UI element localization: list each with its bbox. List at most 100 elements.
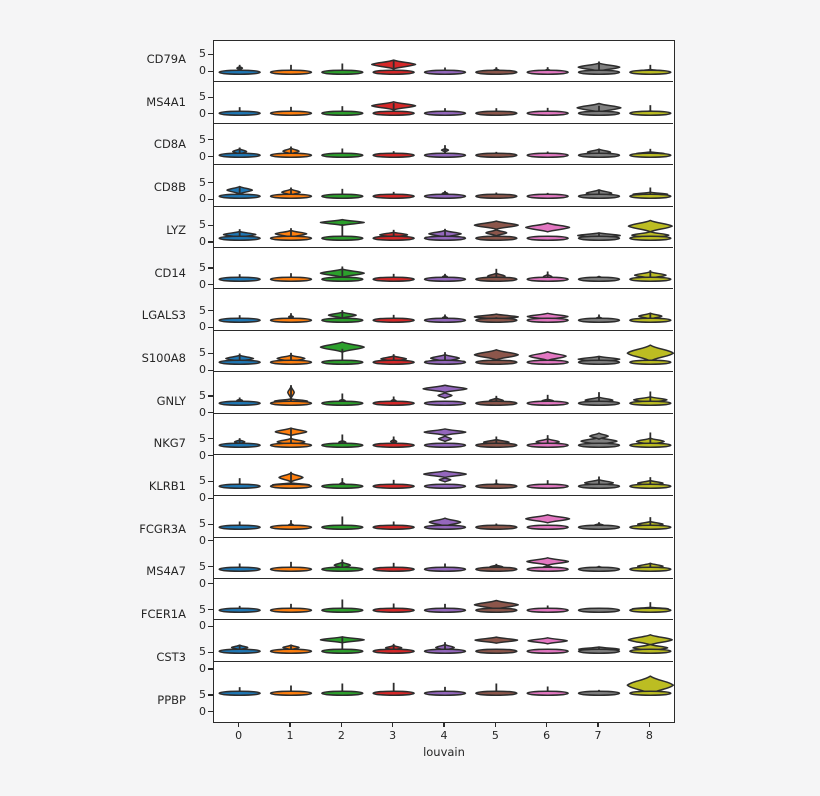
violin-row-cd8b: [214, 165, 674, 207]
ytick-label-klrb1-0: 0: [199, 491, 206, 505]
ytick-mark: [208, 284, 213, 286]
violin-row-canvas-cd14: [218, 266, 672, 282]
ytick-label-ms4a7-5: 5: [199, 559, 206, 573]
xtick-mark: [340, 723, 342, 728]
violin-fcgr3a-cluster-5: [475, 523, 518, 531]
violin-cd8b-cluster-7: [577, 189, 621, 200]
ytick-mark: [208, 395, 213, 397]
xtick-mark: [289, 723, 291, 728]
ytick-label-lgals3-5: 5: [199, 303, 206, 317]
ytick-label-fcer1a-5: 5: [199, 602, 206, 616]
violin-cst3-cluster-0: [218, 644, 261, 655]
violin-row-canvas-s100a8: [218, 341, 675, 365]
violin-gnly-cluster-4: [422, 384, 468, 407]
xtick-label-3: 3: [389, 729, 397, 743]
violin-ms4a7-cluster-2: [321, 559, 364, 572]
ytick-label-fcgr3a-0: 0: [199, 533, 206, 547]
violin-lgals3-cluster-2: [321, 310, 364, 324]
violin-cd14-cluster-5: [475, 268, 518, 282]
violin-cd14-cluster-8: [629, 270, 672, 282]
violin-ppbp-cluster-4: [423, 686, 467, 696]
violin-nkg7-cluster-1: [269, 426, 313, 448]
ytick-label-gnly-5: 5: [199, 389, 206, 403]
violin-nkg7-cluster-3: [372, 436, 415, 448]
xtick-mark: [546, 723, 548, 728]
violin-klrb1-cluster-8: [629, 477, 672, 489]
violin-cd8b-cluster-8: [629, 187, 672, 200]
violin-fcgr3a-cluster-1: [269, 520, 313, 531]
gene-label-klrb1: KLRB1: [148, 479, 186, 493]
violin-row-cd8a: [214, 123, 674, 166]
gene-label-ms4a1: MS4A1: [146, 94, 186, 109]
violin-lyz-cluster-5: [473, 219, 519, 241]
violin-lgals3-cluster-7: [577, 314, 621, 324]
violin-ms4a7-cluster-1: [269, 561, 313, 572]
ytick-mark: [208, 53, 213, 56]
violin-row-klrb1: [214, 454, 674, 497]
violin-cd79a-cluster-3: [371, 59, 417, 75]
violin-s100a8-cluster-0: [218, 353, 261, 365]
violin-klrb1-cluster-4: [423, 469, 467, 489]
violin-gnly-cluster-8: [629, 391, 672, 407]
violin-ppbp-cluster-6: [526, 686, 569, 696]
violin-s100a8-cluster-7: [577, 355, 621, 365]
violin-cst3-cluster-5: [474, 636, 519, 655]
violin-row-canvas-klrb1: [218, 469, 672, 489]
ytick-label-lyz-0: 0: [199, 235, 206, 248]
violin-fcer1a-cluster-2: [321, 599, 364, 614]
violin-s100a8-cluster-8: [626, 344, 675, 365]
violin-fcer1a-cluster-8: [629, 602, 672, 614]
violin-lyz-cluster-2: [319, 218, 365, 241]
ytick-mark: [208, 113, 213, 115]
violin-s100a8-cluster-1: [269, 352, 313, 365]
violin-ms4a7-cluster-4: [423, 563, 467, 572]
ytick-label-cd8b-5: 5: [199, 175, 206, 189]
violin-row-nkg7: [214, 413, 674, 455]
x-axis-title: louvain: [423, 745, 465, 760]
violin-cd79a-cluster-0: [218, 64, 261, 75]
ytick-label-cd8b-0: 0: [199, 192, 206, 206]
xtick-mark: [648, 723, 650, 728]
gene-label-ppbp: PPBP: [157, 692, 186, 707]
violin-cd79a-cluster-4: [423, 67, 467, 75]
gene-label-fcgr3a: FCGR3A: [139, 521, 186, 536]
violin-s100a8-cluster-3: [372, 353, 415, 365]
violin-row-canvas-cd8b: [218, 185, 672, 200]
ytick-mark: [208, 310, 213, 312]
violin-ms4a7-cluster-6: [526, 556, 570, 572]
violin-ms4a1-cluster-5: [475, 108, 518, 117]
violin-ms4a7-cluster-3: [372, 562, 415, 572]
violin-row-canvas-ms4a7: [218, 556, 672, 572]
violin-row-canvas-nkg7: [218, 426, 672, 448]
violin-cd8a-cluster-6: [526, 151, 569, 158]
violin-ms4a7-cluster-0: [218, 563, 261, 572]
ytick-mark: [208, 326, 213, 328]
violin-cd14-cluster-4: [423, 273, 467, 282]
violin-gnly-cluster-2: [321, 393, 364, 407]
xtick-label-1: 1: [286, 729, 294, 743]
violin-cst3-cluster-8: [627, 634, 673, 655]
violin-klrb1-cluster-5: [475, 479, 518, 489]
violin-s100a8-cluster-5: [473, 348, 519, 365]
violin-cst3-cluster-7: [577, 646, 621, 655]
violin-row-canvas-fcer1a: [218, 599, 672, 614]
ytick-label-cd8a-0: 0: [199, 149, 206, 163]
violin-ppbp-cluster-8: [626, 675, 675, 696]
violin-panels: [213, 40, 675, 724]
violin-gnly-cluster-0: [218, 397, 261, 407]
gene-label-nkg7: NKG7: [153, 436, 186, 451]
xtick-mark: [238, 723, 240, 728]
xtick-mark: [443, 723, 445, 728]
violin-row-canvas-lyz: [218, 218, 673, 241]
violin-ms4a1-cluster-6: [526, 108, 569, 117]
violin-cd8a-cluster-3: [372, 150, 415, 158]
violin-cd14-cluster-3: [372, 273, 415, 282]
violin-fcer1a-cluster-6: [526, 605, 569, 614]
violin-lgals3-cluster-4: [423, 314, 467, 324]
violin-row-ppbp: [214, 661, 675, 705]
gene-label-cd79a: CD79A: [146, 52, 186, 66]
ytick-mark: [208, 651, 213, 653]
violin-row-ms4a1: [214, 82, 674, 124]
violin-ppbp-cluster-3: [372, 682, 415, 696]
